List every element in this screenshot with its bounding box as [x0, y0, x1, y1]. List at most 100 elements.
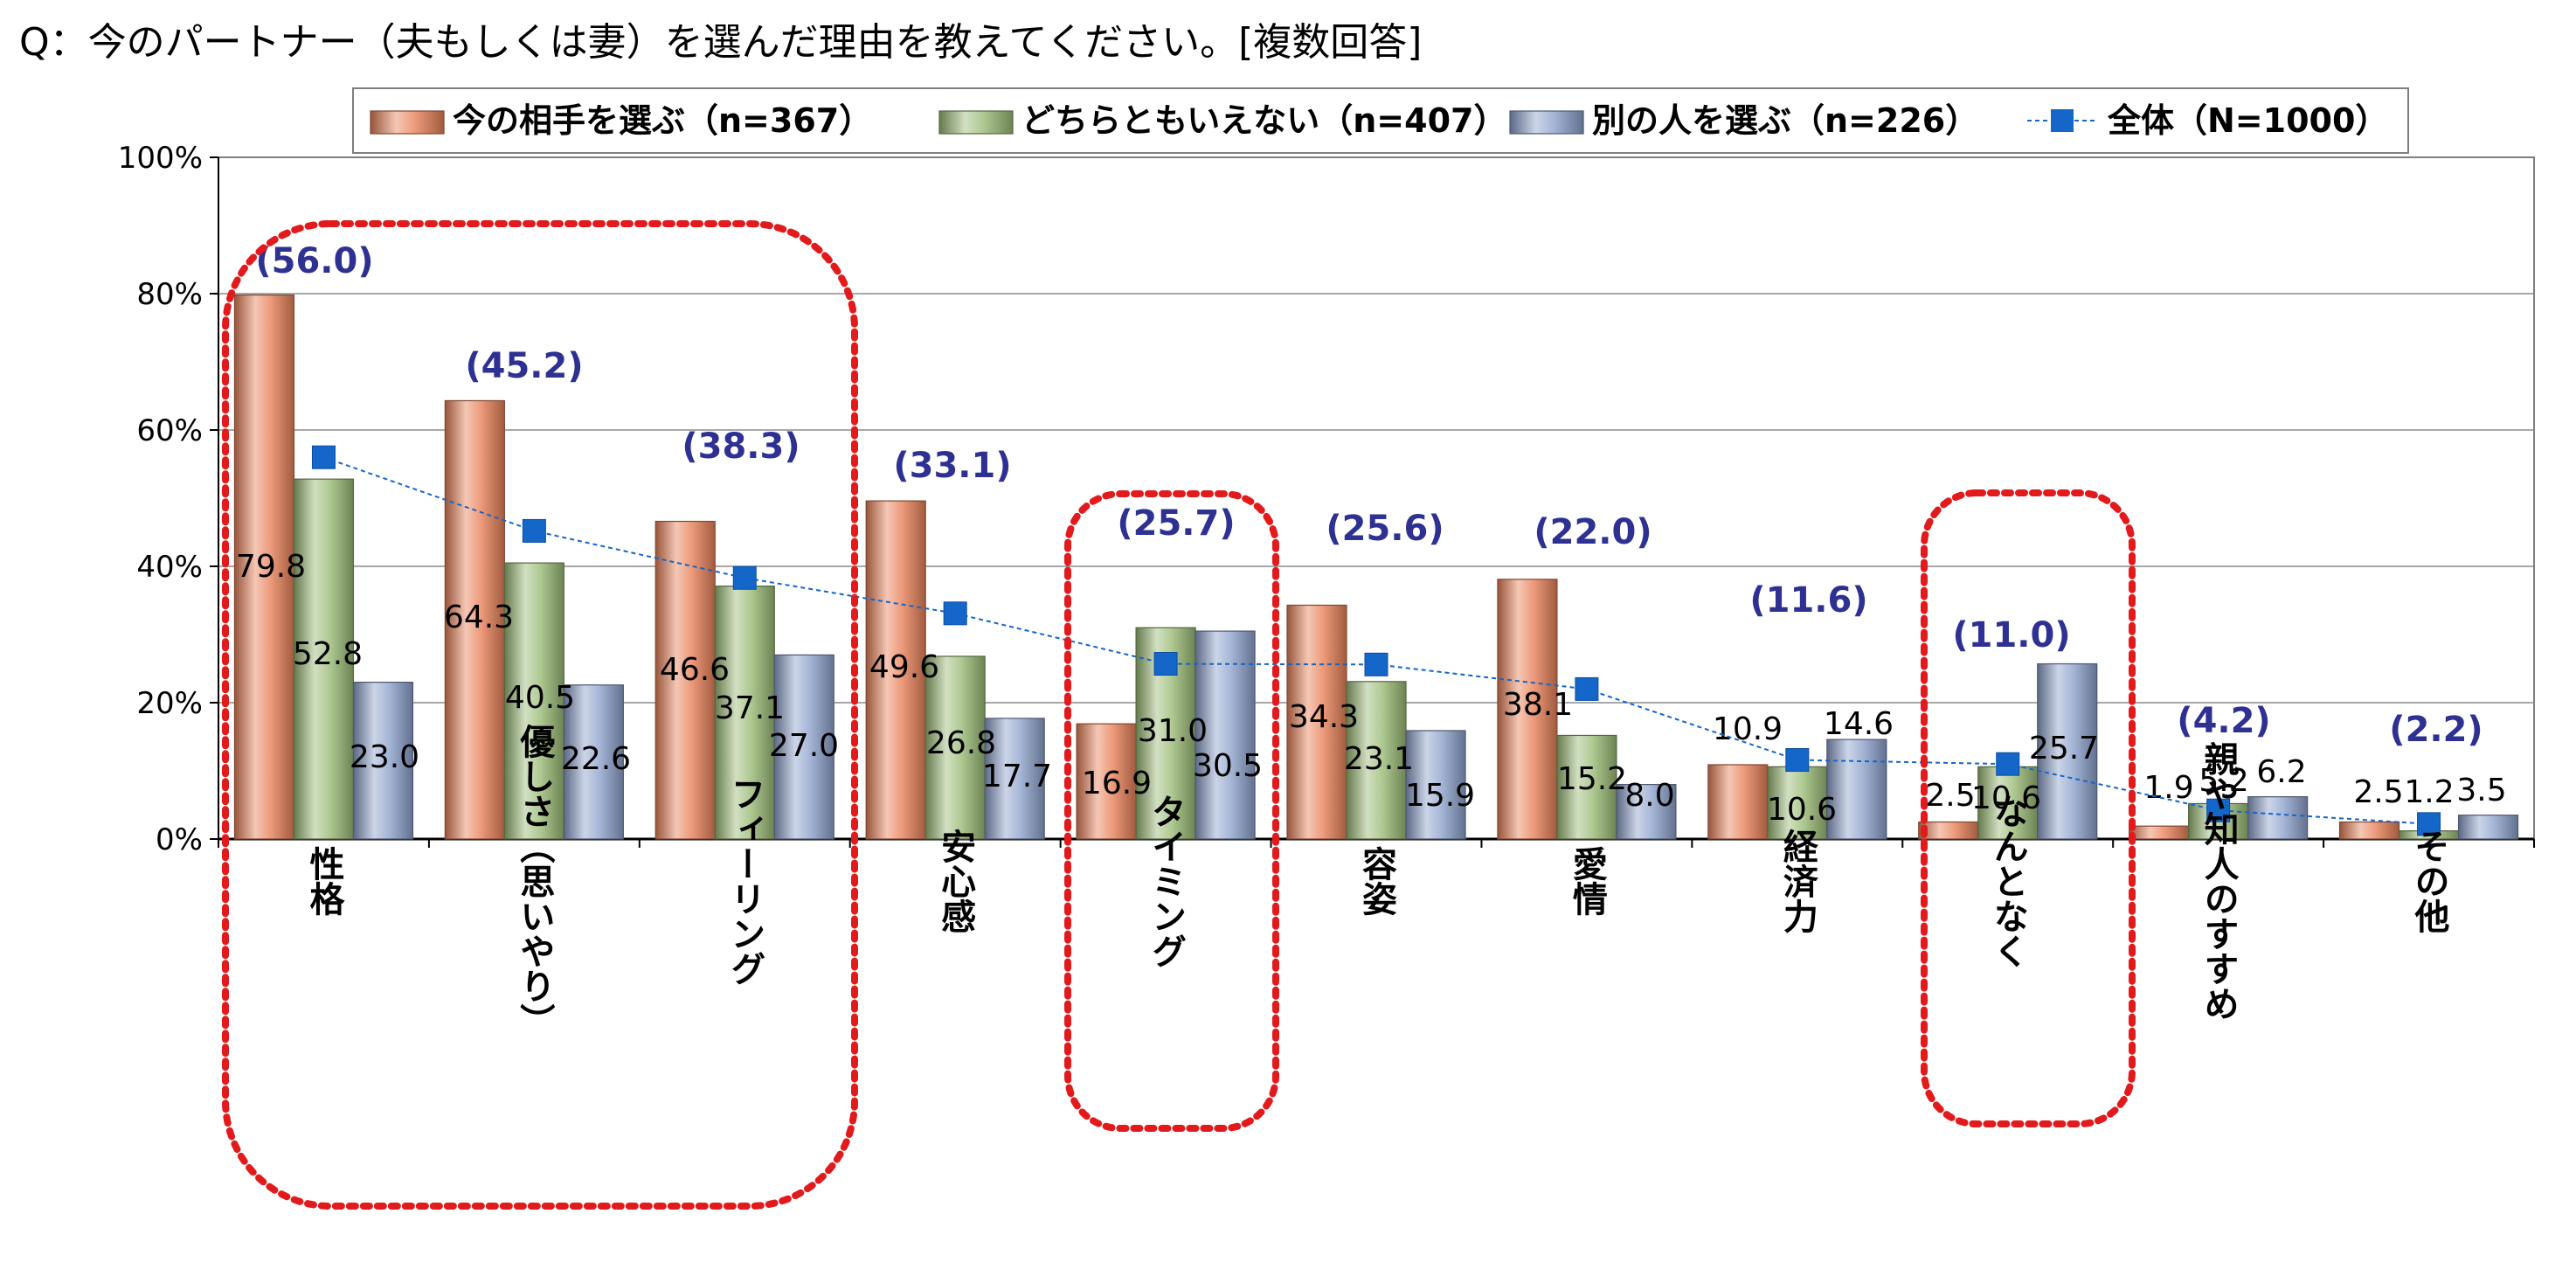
legend-label: 今の相手を選ぶ（n=367） [453, 101, 872, 140]
overall-marker [522, 518, 546, 543]
bar-value-label: 8.0 [1624, 778, 1674, 814]
category-label: その他 [2409, 829, 2451, 933]
overall-marker [1575, 676, 1599, 701]
bar-value-label: 26.8 [926, 725, 996, 761]
bar-value-label: 40.5 [505, 680, 575, 716]
bar [352, 681, 414, 840]
legend-label: どちらともいえない（n=407） [1021, 101, 1506, 140]
category-label: 親や知人のすすめ [2199, 741, 2240, 1021]
overall-marker [1785, 748, 1810, 773]
bar-value-label: 23.1 [1344, 741, 1414, 777]
bar [293, 478, 355, 840]
overall-value-label: (45.2) [465, 346, 583, 386]
overall-marker [943, 601, 967, 626]
bar [1195, 630, 1256, 840]
category-label: 安心感 [935, 829, 976, 933]
overall-marker [2417, 812, 2441, 836]
bar-value-label: 2.5 [1925, 778, 1975, 814]
bar-value-label: 34.3 [1289, 699, 1359, 735]
legend: 今の相手を選ぶ（n=367） どちらともいえない（n=407） 別の人を選ぶ（n=2… [352, 87, 2409, 154]
overall-value-label: (2.2) [2389, 710, 2483, 750]
overall-value-label: (38.3) [682, 427, 800, 467]
category-label: 優しさ（思いやり） [514, 724, 556, 1038]
overall-value-label: (25.6) [1326, 509, 1444, 549]
bar-value-label: 17.7 [982, 759, 1052, 794]
overall-value-label: (22.0) [1534, 512, 1652, 552]
bar [1346, 681, 1407, 840]
bar [2037, 662, 2098, 840]
bar-value-label: 31.0 [1138, 713, 1208, 749]
y-tick-label: 100% [118, 141, 203, 176]
overall-marker [2206, 798, 2231, 822]
category-label: 性格 [303, 846, 344, 916]
bar-value-label: 2.5 [2353, 774, 2403, 810]
overall-value-label: (11.0) [1952, 615, 2070, 655]
bar-value-label: 1.2 [2404, 774, 2454, 810]
bar [1076, 723, 1137, 840]
category-label: なんとなく [1988, 794, 2028, 968]
bar [233, 294, 295, 840]
bar [773, 654, 834, 840]
bar [2457, 815, 2519, 840]
bar [1767, 766, 1828, 840]
overall-value-label: (25.7) [1117, 503, 1235, 544]
bar [563, 684, 624, 840]
bar [2247, 796, 2309, 840]
bar-value-label: 64.3 [444, 600, 514, 635]
bar [984, 718, 1045, 840]
bar-value-label: 15.9 [1405, 778, 1475, 814]
bar [2338, 821, 2400, 840]
bar-value-label: 23.0 [350, 739, 419, 775]
bar-value-label: 10.6 [1767, 792, 1837, 828]
highlight-box [1921, 489, 2136, 1127]
legend-swatch [938, 110, 1014, 135]
y-tick-label: 0% [156, 822, 203, 857]
overall-marker [1996, 752, 2020, 776]
bar-value-label: 10.9 [1713, 711, 1783, 747]
bar [1286, 604, 1347, 840]
bar [1405, 730, 1466, 840]
overall-marker [1364, 652, 1388, 676]
bar-value-label: 30.5 [1193, 748, 1263, 784]
legend-swatch [1509, 110, 1584, 135]
bar-value-label: 16.9 [1082, 766, 1152, 801]
overall-value-label: (56.0) [255, 241, 373, 281]
bar [654, 520, 716, 840]
bar [1707, 764, 1769, 840]
bar-value-label: 52.8 [293, 636, 363, 672]
category-label: タイミング [1146, 794, 1186, 968]
y-tick-label: 60% [136, 413, 203, 448]
bar-value-label: 46.6 [660, 652, 730, 688]
overall-marker [732, 565, 757, 590]
bar [2129, 825, 2190, 840]
bar [444, 399, 505, 840]
legend-swatch [370, 110, 445, 135]
y-tick-label: 20% [136, 686, 203, 721]
bar-value-label: 10.6 [1971, 780, 2041, 816]
bar-value-label: 14.6 [1824, 706, 1894, 742]
bar [1826, 739, 1887, 840]
category-label: 容姿 [1356, 846, 1397, 916]
highlight-box [1064, 490, 1279, 1132]
category-label: フィーリング [724, 776, 765, 986]
overall-value-label: (11.6) [1749, 580, 1867, 621]
bar-value-label: 1.9 [2143, 770, 2193, 806]
bar-value-label: 27.0 [769, 728, 839, 764]
bar-value-label: 6.2 [2256, 754, 2306, 790]
legend-label: 全体（N=1000） [2107, 101, 2388, 140]
category-label: 経済力 [1777, 829, 1818, 934]
highlight-box [222, 220, 858, 1210]
bar [1556, 734, 1617, 840]
y-tick-label: 40% [136, 550, 203, 585]
bar-value-label: 79.8 [236, 549, 306, 585]
bar-value-label: 15.2 [1557, 761, 1627, 797]
bar-value-label: 5.2 [2199, 763, 2248, 799]
question-title: Q：今のパートナー（夫もしくは妻）を選んだ理由を教えてください。[複数回答] [19, 20, 1423, 65]
overall-value-label: (33.1) [893, 446, 1011, 486]
legend-marker [2051, 109, 2074, 132]
bar [503, 562, 564, 840]
bar-value-label: 25.7 [2029, 731, 2099, 766]
legend-label: 別の人を選ぶ（n=226） [1592, 101, 1978, 140]
bar-value-label: 38.1 [1503, 687, 1573, 723]
bar-value-label: 49.6 [869, 649, 939, 685]
